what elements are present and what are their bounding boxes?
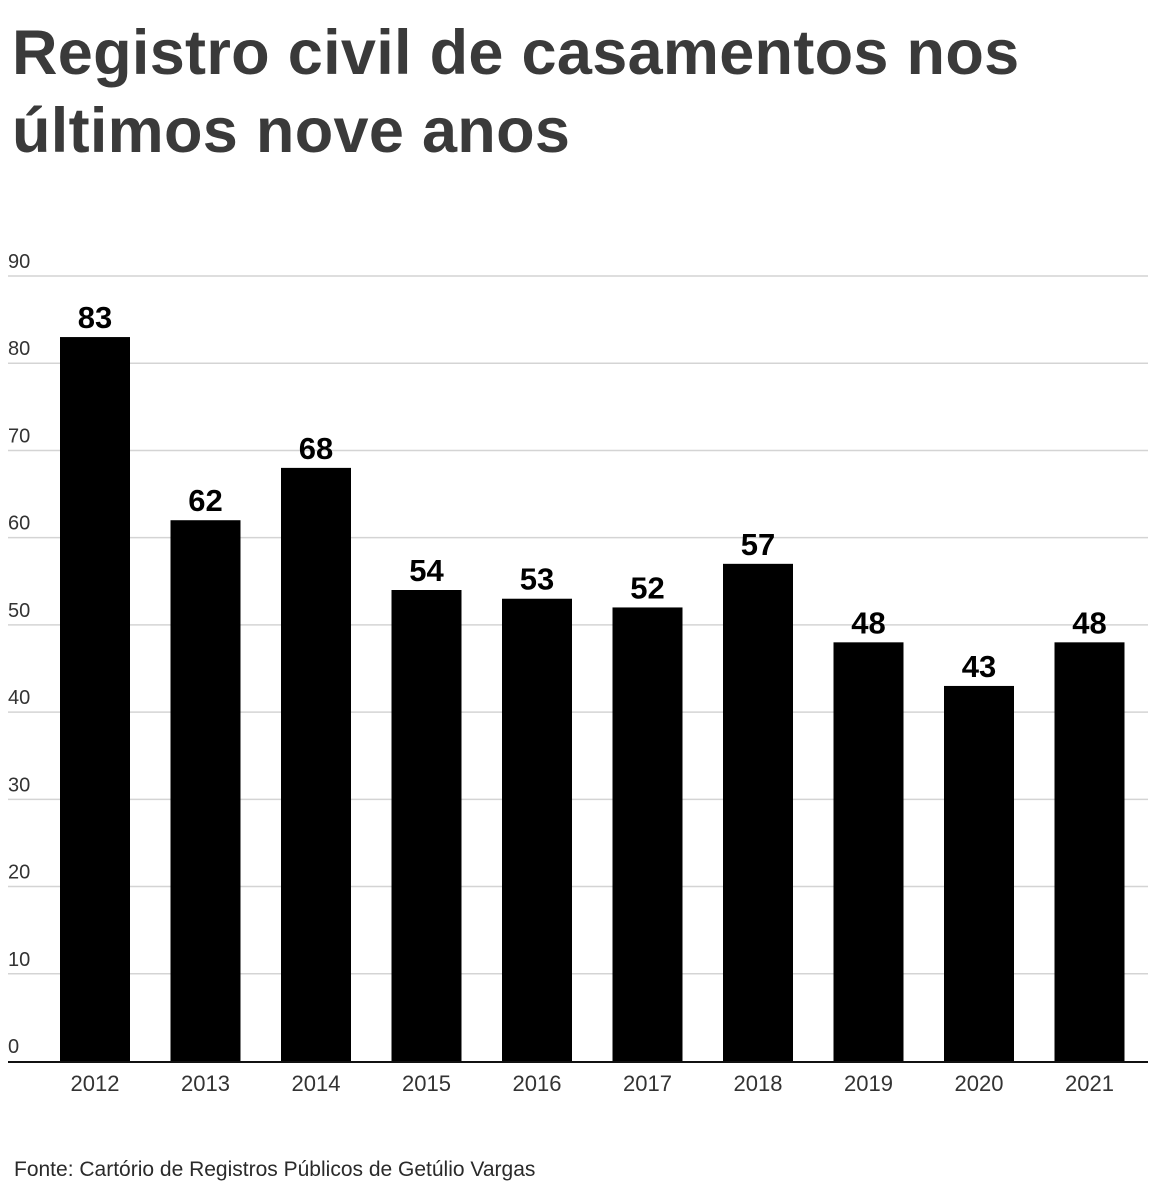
x-tick-label-2016: 2016: [513, 1071, 562, 1096]
bar-2020: [944, 685, 1014, 1061]
x-tick-label-2021: 2021: [1065, 1071, 1114, 1096]
data-label-2016: 53: [520, 562, 554, 597]
source-note: Fonte: Cartório de Registros Públicos de…: [14, 1158, 536, 1181]
x-tick-label-2013: 2013: [181, 1071, 230, 1096]
y-tick-label: 80: [8, 338, 30, 360]
x-tick-label-2014: 2014: [292, 1071, 341, 1096]
bar-2019: [833, 642, 904, 1061]
y-tick-label: 10: [8, 949, 30, 971]
data-label-2021: 48: [1072, 605, 1106, 640]
bar-2014: [281, 467, 351, 1061]
data-label-2018: 57: [741, 527, 775, 562]
y-tick-label: 30: [8, 774, 30, 796]
y-tick-label: 50: [8, 600, 30, 622]
y-tick-label: 60: [8, 513, 30, 535]
y-tick-label: 20: [8, 862, 30, 884]
x-tick-label-2018: 2018: [734, 1071, 783, 1096]
data-label-2014: 68: [299, 431, 333, 466]
bar-2013: [170, 520, 241, 1061]
data-label-2020: 43: [962, 649, 996, 684]
y-tick-label: 40: [8, 687, 30, 709]
x-axis-ticks: 2012 2013 2014 2015 2016 2017 2018 2019 2020 2021: [71, 1071, 1114, 1096]
bars: [60, 337, 1125, 1061]
data-label-2012: 83: [78, 300, 112, 335]
x-tick-label-2020: 2020: [955, 1071, 1004, 1096]
y-tick-label: 70: [8, 425, 30, 447]
x-tick-label-2019: 2019: [844, 1071, 893, 1096]
bar-2018: [723, 563, 793, 1061]
data-label-2019: 48: [851, 605, 885, 640]
y-tick-label: 90: [8, 251, 30, 273]
data-label-2017: 52: [630, 570, 664, 605]
bar-2012: [60, 337, 130, 1061]
y-axis-ticks: 0 10 20 30 40 50 60 70 80 90: [8, 251, 30, 1058]
bar-2017: [612, 607, 683, 1061]
x-tick-label-2012: 2012: [71, 1071, 120, 1096]
y-tick-label: 0: [8, 1036, 19, 1058]
data-labels: 83 62 68 54 53 52 57 48 43 48: [78, 300, 1107, 684]
bar-2015: [391, 590, 462, 1061]
data-label-2013: 62: [188, 483, 222, 518]
data-label-2015: 54: [409, 553, 444, 588]
x-tick-label-2015: 2015: [402, 1071, 451, 1096]
x-tick-label-2017: 2017: [623, 1071, 672, 1096]
chart-title: Registro civil de casamentos nos últimos…: [12, 18, 1020, 166]
bar-2016: [502, 598, 572, 1061]
bar-2021: [1054, 642, 1125, 1061]
